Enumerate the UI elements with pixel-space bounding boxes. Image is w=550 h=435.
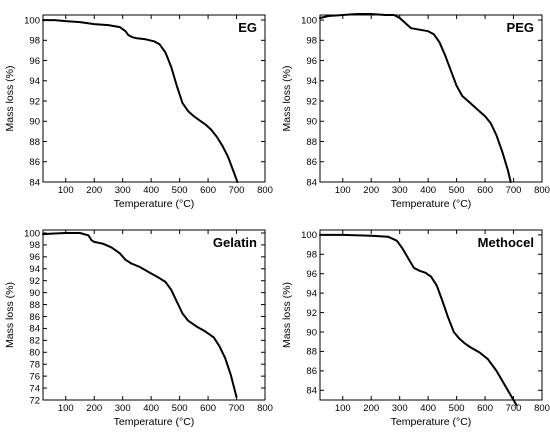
x-tick-label: 200 bbox=[363, 185, 379, 196]
y-tick-label: 94 bbox=[306, 288, 317, 299]
y-tick-label: 92 bbox=[306, 308, 317, 319]
y-tick-label: 94 bbox=[29, 264, 40, 275]
y-tick-label: 96 bbox=[29, 252, 40, 263]
y-tick-label: 96 bbox=[306, 56, 317, 67]
y-tick-label: 82 bbox=[29, 336, 40, 347]
panel-title: PEG bbox=[507, 20, 534, 35]
x-tick-label: 800 bbox=[257, 403, 273, 414]
y-tick-label: 86 bbox=[306, 157, 317, 168]
y-tick-label: 90 bbox=[306, 327, 317, 338]
y-tick-label: 72 bbox=[29, 395, 40, 406]
x-tick-label: 300 bbox=[392, 403, 408, 414]
x-tick-label: 600 bbox=[477, 185, 493, 196]
x-tick-label: 500 bbox=[172, 403, 188, 414]
y-tick-label: 100 bbox=[24, 228, 40, 239]
x-tick-label: 700 bbox=[229, 403, 245, 414]
y-tick-label: 86 bbox=[29, 157, 40, 168]
x-axis-label: Temperature (°C) bbox=[114, 198, 195, 210]
x-tick-label: 200 bbox=[363, 403, 379, 414]
plot-frame bbox=[42, 14, 266, 183]
x-tick-label: 600 bbox=[200, 185, 216, 196]
y-tick-label: 88 bbox=[306, 137, 317, 148]
y-tick-label: 88 bbox=[29, 137, 40, 148]
x-axis-label: Temperature (°C) bbox=[114, 416, 195, 428]
series-line bbox=[319, 13, 512, 183]
y-tick-label: 94 bbox=[306, 76, 317, 87]
y-tick-label: 86 bbox=[29, 312, 40, 323]
x-tick-label: 800 bbox=[257, 185, 273, 196]
x-tick-label: 400 bbox=[143, 403, 159, 414]
y-tick-label: 92 bbox=[29, 96, 40, 107]
y-tick-label: 98 bbox=[306, 250, 317, 261]
x-tick-label: 700 bbox=[506, 403, 522, 414]
series-line bbox=[319, 233, 518, 406]
x-tick-label: 500 bbox=[449, 403, 465, 414]
x-tick-label: 500 bbox=[449, 185, 465, 196]
y-tick-label: 84 bbox=[29, 177, 40, 188]
y-tick-label: 84 bbox=[306, 386, 317, 397]
y-tick-label: 74 bbox=[29, 383, 40, 394]
x-tick-label: 700 bbox=[229, 185, 245, 196]
y-tick-label: 88 bbox=[306, 347, 317, 358]
y-tick-label: 90 bbox=[29, 117, 40, 128]
y-tick-label: 100 bbox=[301, 15, 317, 26]
x-tick-label: 800 bbox=[534, 185, 550, 196]
x-tick-label: 300 bbox=[392, 185, 408, 196]
x-tick-label: 300 bbox=[115, 403, 131, 414]
x-tick-label: 200 bbox=[86, 403, 102, 414]
x-tick-label: 100 bbox=[335, 185, 351, 196]
panel-title: Methocel bbox=[478, 235, 534, 250]
x-tick-label: 200 bbox=[86, 185, 102, 196]
x-tick-label: 100 bbox=[58, 185, 74, 196]
plot-frame bbox=[319, 14, 543, 183]
y-tick-label: 78 bbox=[29, 360, 40, 371]
y-axis-label: Mass loss (%) bbox=[281, 66, 293, 132]
x-axis-label: Temperature (°C) bbox=[391, 198, 472, 210]
y-axis-label: Mass loss (%) bbox=[4, 282, 16, 348]
x-tick-label: 400 bbox=[143, 185, 159, 196]
panel-title: EG bbox=[238, 20, 257, 35]
x-tick-label: 600 bbox=[200, 403, 216, 414]
chart-panel-4: 100 200 300 400 500 600 700 800 84 86 88 90 92 94 96 98… bbox=[281, 229, 550, 428]
y-tick-label: 98 bbox=[29, 240, 40, 251]
y-tick-label: 100 bbox=[24, 15, 40, 26]
plot-frame bbox=[42, 229, 266, 401]
y-tick-label: 96 bbox=[306, 269, 317, 280]
y-tick-label: 90 bbox=[306, 117, 317, 128]
x-tick-label: 400 bbox=[420, 403, 436, 414]
x-tick-label: 400 bbox=[420, 185, 436, 196]
panel-title: Gelatin bbox=[213, 235, 257, 250]
x-tick-label: 100 bbox=[335, 403, 351, 414]
chart-panel-2: 100 200 300 400 500 600 700 800 84 86 88 90 92 94 96 98… bbox=[281, 13, 550, 210]
y-tick-label: 96 bbox=[29, 56, 40, 67]
y-tick-label: 88 bbox=[29, 300, 40, 311]
plot-frame bbox=[319, 229, 543, 401]
x-tick-label: 100 bbox=[58, 403, 74, 414]
chart-panel-1: 100 200 300 400 500 600 700 800 84 86 88 90 92 94 96 98… bbox=[4, 14, 273, 210]
series-line bbox=[42, 19, 239, 183]
y-tick-label: 86 bbox=[306, 366, 317, 377]
x-tick-label: 800 bbox=[534, 403, 550, 414]
x-axis-label: Temperature (°C) bbox=[391, 416, 472, 428]
series-line bbox=[42, 232, 238, 398]
chart-panel-3: 100 200 300 400 500 600 700 800 7274767880828486… bbox=[4, 228, 273, 428]
x-tick-label: 300 bbox=[115, 185, 131, 196]
y-axis-label: Mass loss (%) bbox=[4, 66, 16, 132]
x-tick-label: 700 bbox=[506, 185, 522, 196]
y-tick-label: 92 bbox=[306, 96, 317, 107]
y-tick-label: 90 bbox=[29, 288, 40, 299]
y-tick-label: 98 bbox=[29, 36, 40, 47]
x-tick-label: 600 bbox=[477, 403, 493, 414]
y-tick-label: 98 bbox=[306, 36, 317, 47]
y-tick-label: 84 bbox=[29, 324, 40, 335]
y-axis-label: Mass loss (%) bbox=[281, 282, 293, 348]
y-tick-label: 80 bbox=[29, 348, 40, 359]
y-tick-label: 84 bbox=[306, 177, 317, 188]
x-tick-label: 500 bbox=[172, 185, 188, 196]
y-tick-label: 100 bbox=[301, 230, 317, 241]
y-tick-label: 76 bbox=[29, 371, 40, 382]
y-tick-label: 92 bbox=[29, 276, 40, 287]
y-tick-label: 94 bbox=[29, 76, 40, 87]
